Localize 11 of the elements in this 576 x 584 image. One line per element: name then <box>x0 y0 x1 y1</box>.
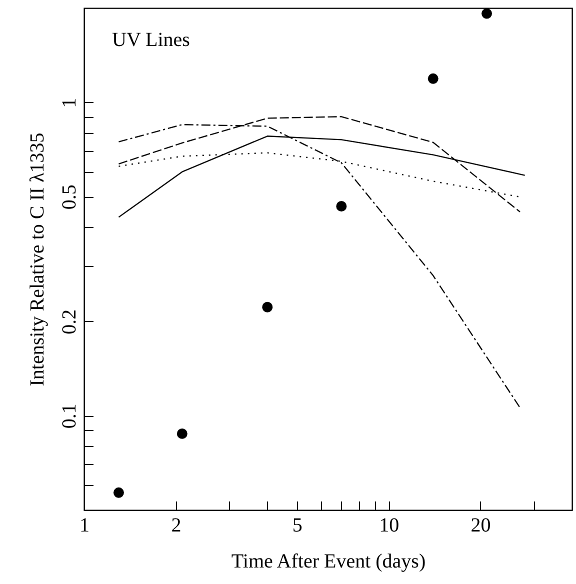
y-tick-label: 1 <box>58 98 80 108</box>
y-tick-label: 0.1 <box>58 404 80 429</box>
y-tick-label: 0.5 <box>58 184 80 210</box>
x-tick-label: 10 <box>379 514 400 536</box>
x-tick-label: 2 <box>171 514 182 536</box>
annotation: UV Lines <box>112 29 190 51</box>
y-axis-title: Intensity Relative to C II λ1335 <box>26 132 48 386</box>
x-tick-label: 20 <box>470 514 491 536</box>
x-axis-title: Time After Event (days) <box>231 550 426 572</box>
y-tick-label: 0.2 <box>58 309 80 334</box>
x-tick-label: 5 <box>292 514 302 536</box>
